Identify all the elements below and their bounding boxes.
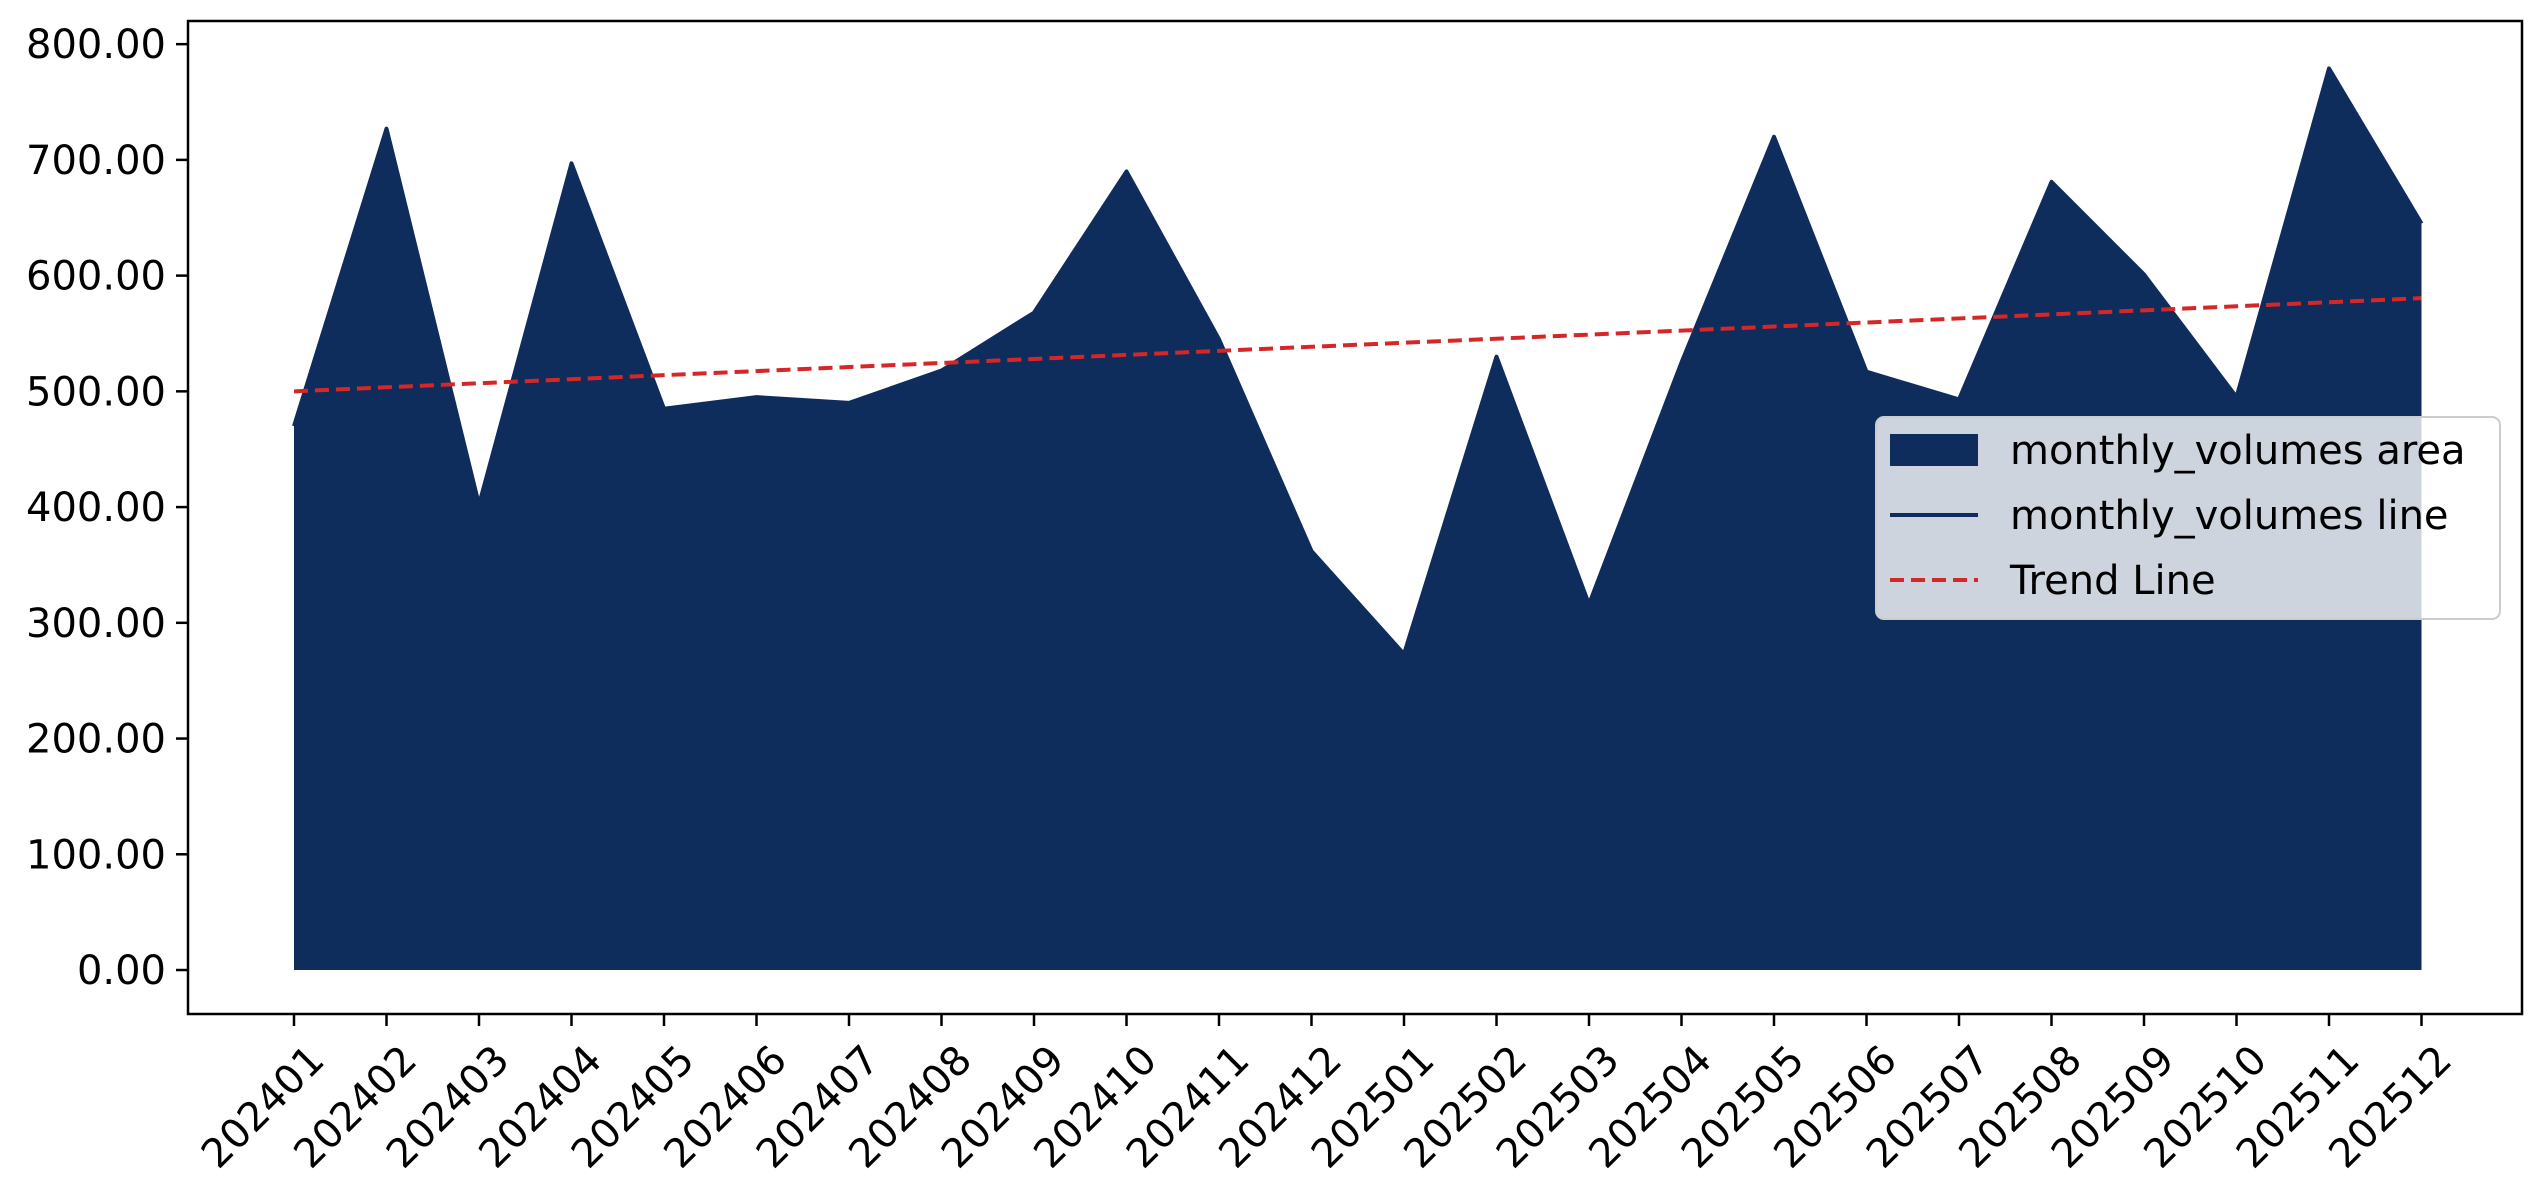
y-tick-label: 200.00 [26, 717, 166, 763]
legend-label: monthly_volumes area [2010, 428, 2466, 474]
legend: monthly_volumes area monthly_volumes line… [1875, 416, 2501, 620]
y-tick-label: 800.00 [26, 22, 166, 68]
legend-label: monthly_volumes line [2010, 493, 2449, 539]
trend-line [293, 296, 2422, 394]
y-tick-label: 700.00 [26, 138, 166, 184]
legend-swatch-area [1890, 434, 1978, 466]
y-tick-label: 600.00 [26, 254, 166, 300]
legend-label: Trend Line [2009, 558, 2216, 604]
series-area [294, 68, 2422, 971]
y-axis: 0.00 100.00 200.00 300.00 400.00 500.00 600.00… [26, 22, 188, 994]
y-tick-label: 100.00 [26, 832, 166, 878]
plot-area [292, 66, 2424, 971]
y-tick-label: 0.00 [77, 948, 166, 994]
y-tick-label: 400.00 [26, 485, 166, 531]
axes-frame [186, 19, 2524, 1016]
series-line [292, 66, 2424, 657]
y-tick-label: 500.00 [26, 369, 166, 415]
legend-box [1875, 416, 2501, 620]
y-tick-label: 300.00 [26, 601, 166, 647]
